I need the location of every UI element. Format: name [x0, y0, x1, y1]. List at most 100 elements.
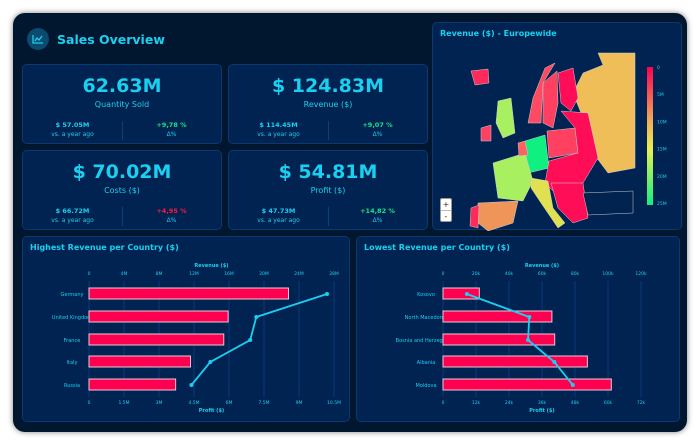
map-title: Revenue ($) - Europewide: [440, 29, 557, 38]
kpi-previous: $ 114.45M: [259, 121, 298, 129]
revenue-bar: [88, 310, 229, 323]
bottom-tick-label: 0: [88, 400, 91, 406]
map-zoom-controls: + -: [440, 198, 452, 222]
bottom-tick-label: 72k: [637, 400, 646, 406]
kpi-previous: $ 47.73M: [261, 207, 296, 215]
country-spain: [477, 200, 519, 231]
bottom-tick-label: 1.5M: [118, 400, 129, 406]
top-tick-label: 100k: [602, 271, 614, 277]
top-axis-title: Revenue ($): [525, 263, 559, 269]
top-tick-label: 20M: [259, 271, 269, 277]
country-benelux: [517, 140, 529, 157]
kpi-previous-label: vs. a year ago: [51, 217, 94, 224]
kpi-previous: $ 57.05M: [55, 121, 90, 129]
top-tick-label: 12M: [189, 271, 199, 277]
chart-title: Highest Revenue per Country ($): [30, 243, 179, 252]
kpi-label: Costs ($): [104, 186, 140, 195]
category-label: Bosnia and Herzegovina: [396, 338, 457, 344]
kpi-card: $ 70.02M Costs ($) $ 66.72M vs. a year ag…: [22, 150, 222, 230]
kpi-delta: +9,78 %: [156, 121, 187, 129]
chart-title: Lowest Revenue per Country ($): [364, 243, 510, 252]
highest-revenue-chart: Revenue ($) Profit ($) 0 4M 8M 12M 16M 20M 24M 28…: [52, 263, 341, 414]
lowest-revenue-chart: Revenue ($) Profit ($) 0 20k 40k 60k 80k 100k 12…: [396, 263, 647, 414]
top-tick-label: 0: [88, 271, 91, 277]
country-portugal: [469, 204, 480, 229]
kpi-card: 62.63M Quantity Sold $ 57.05M vs. a year …: [22, 64, 222, 144]
bottom-tick-label: 3M: [156, 400, 163, 406]
divider: [122, 121, 123, 140]
bottom-tick-label: 24k: [505, 400, 514, 406]
country-sweden: [542, 70, 559, 129]
profit-point: [570, 383, 575, 387]
country-uk: [495, 97, 516, 139]
divider: [328, 207, 329, 226]
top-tick-label: 0: [442, 271, 445, 277]
divider: [122, 207, 123, 226]
bottom-axis-title: Profit ($): [199, 408, 224, 414]
bottom-tick-label: 60k: [604, 400, 613, 406]
kpi-delta: +4,95 %: [156, 207, 187, 215]
profit-point: [208, 360, 213, 364]
bottom-tick-label: 9M: [296, 400, 303, 406]
revenue-bar: [442, 287, 480, 300]
bottom-tick-label: 48k: [571, 400, 580, 406]
zoom-out-button[interactable]: -: [444, 212, 448, 221]
kpi-previous-label: vs. a year ago: [257, 217, 300, 224]
header: Sales Overview: [27, 28, 165, 50]
category-label: France: [64, 338, 81, 344]
bottom-tick-label: 6M: [226, 400, 233, 406]
line-chart-icon: [27, 28, 49, 50]
zoom-in-button[interactable]: +: [441, 200, 451, 211]
category-label: North Macedonia: [405, 315, 448, 321]
top-tick-label: 24M: [294, 271, 304, 277]
bottom-tick-label: 7.5M: [258, 400, 269, 406]
country-iceland: [470, 68, 490, 86]
bottom-tick-label: 12k: [472, 400, 481, 406]
category-label: Kosovo: [417, 292, 435, 298]
kpi-card: $ 54.81M Profit ($) $ 47.73M vs. a year a…: [228, 150, 428, 230]
profit-point: [248, 338, 253, 342]
page-title: Sales Overview: [57, 31, 165, 47]
lowest-revenue-card: Lowest Revenue per Country ($) Revenue (…: [356, 236, 680, 422]
kpi-delta-label: Δ%: [372, 217, 383, 224]
bottom-tick-label: 10.5M: [327, 400, 341, 406]
bottom-axis-title: Profit ($): [529, 408, 554, 414]
kpi-previous: $ 66.72M: [55, 207, 90, 215]
revenue-bar: [88, 287, 289, 300]
category-label: Moldova: [415, 383, 436, 389]
category-label: Italy: [67, 360, 78, 366]
top-tick-label: 16M: [224, 271, 234, 277]
highest-revenue-card: Highest Revenue per Country ($) Revenue …: [22, 236, 350, 422]
colorbar: [647, 67, 653, 205]
kpi-label: Revenue ($): [303, 100, 353, 109]
category-label: Russia: [64, 383, 80, 389]
kpi-value: $ 70.02M: [72, 161, 172, 183]
top-tick-label: 60k: [538, 271, 547, 277]
profit-point: [325, 292, 329, 296]
kpi-previous-label: vs. a year ago: [51, 131, 94, 138]
profit-point: [254, 315, 259, 319]
revenue-bar: [88, 333, 225, 346]
bottom-tick-label: 0: [442, 400, 445, 406]
kpi-label: Quantity Sold: [94, 100, 150, 109]
revenue-bar: [442, 333, 556, 346]
country-balkans: [550, 182, 589, 224]
kpi-delta: +14,82 %: [360, 207, 395, 215]
kpi-delta-label: Δ%: [372, 131, 383, 138]
map-card: Revenue ($) - Europewide 0 5M 10M 15M 20M 25M…: [432, 22, 683, 231]
category-label: Germany: [61, 292, 84, 298]
revenue-bar: [442, 310, 553, 323]
colorbar-tick-label: 0: [657, 65, 660, 71]
colorbar-tick-label: 5M: [657, 92, 664, 98]
profit-point: [552, 360, 557, 364]
country-poland: [546, 127, 579, 159]
country-turkey: [582, 190, 634, 216]
top-tick-label: 4M: [121, 271, 128, 277]
top-tick-label: 28M: [329, 271, 339, 277]
profit-point: [525, 338, 530, 342]
revenue-bar: [442, 355, 588, 368]
top-tick-label: 120k: [635, 271, 647, 277]
europe-map[interactable]: 0 5M 10M 15M 20M 25M: [433, 23, 683, 231]
colorbar-tick-label: 15M: [657, 147, 667, 153]
profit-point: [527, 315, 532, 319]
